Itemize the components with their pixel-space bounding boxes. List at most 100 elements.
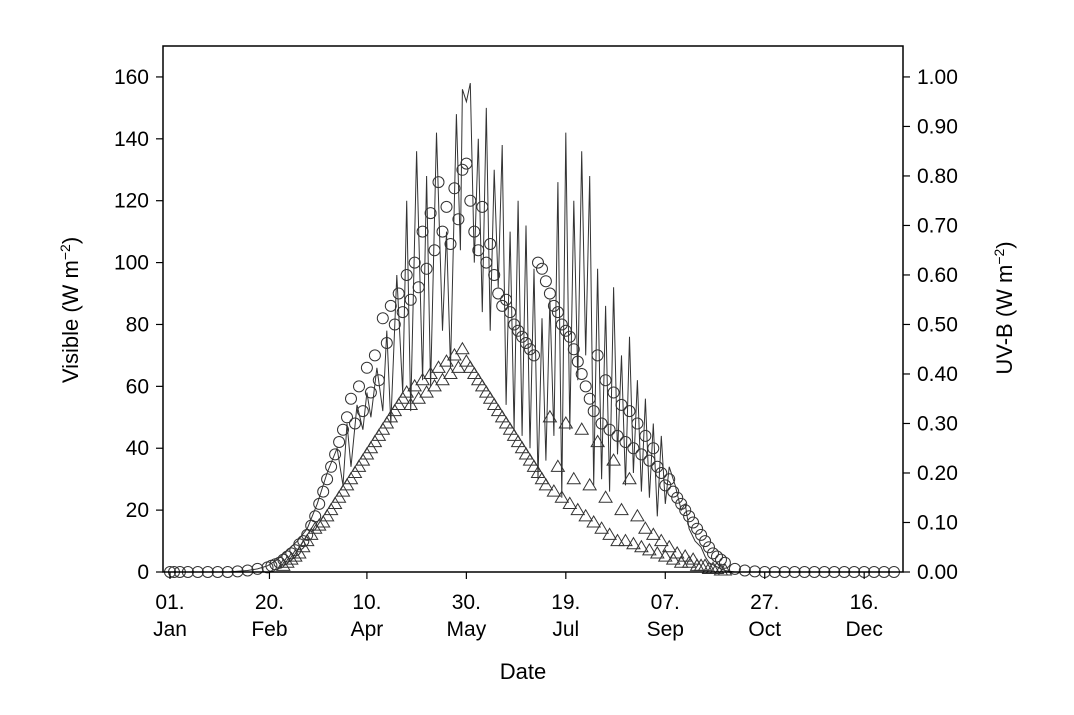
data-point-triangle: [443, 366, 458, 380]
data-point-circle: [472, 244, 485, 257]
data-point-circle: [456, 163, 469, 176]
data-point-circle: [627, 442, 640, 455]
y-axis-title-text: Visible (W m: [58, 260, 83, 383]
data-point-circle: [484, 238, 497, 250]
data-point-triangle: [455, 341, 470, 355]
x-tick-label-day: 30.: [452, 591, 481, 614]
data-point-circle: [587, 405, 600, 418]
y-tick-label: 140: [114, 128, 149, 151]
left-axis-ticks: 0 20 40 60 80 100 120 140 160: [114, 66, 163, 584]
data-point-circle: [500, 293, 513, 306]
data-point-triangle: [574, 422, 590, 435]
data-point-circle: [412, 281, 425, 294]
data-point-circle: [396, 306, 409, 319]
data-point-circle: [368, 349, 381, 362]
data-point-triangle: [423, 366, 438, 380]
data-point-circle: [424, 207, 437, 220]
data-point-circle: [691, 522, 704, 535]
data-point-circle: [659, 479, 672, 492]
data-point-triangle: [276, 558, 291, 571]
data-point-circle: [329, 448, 342, 461]
data-point-circle: [372, 374, 385, 387]
data-point-circle: [599, 374, 612, 387]
data-point-triangle: [311, 518, 327, 531]
y-tick-label: 20: [126, 499, 149, 522]
y2-tick-label: 0.40: [917, 363, 958, 386]
data-point-triangle: [494, 409, 510, 423]
x-tick-label-day: 19.: [551, 591, 580, 614]
data-point-triangle: [399, 385, 415, 398]
data-point-circle: [337, 423, 349, 436]
data-point-circle: [476, 200, 489, 213]
y2-tick-label: 0.00: [917, 561, 958, 584]
data-point-circle: [516, 330, 529, 343]
data-point-triangle: [622, 471, 637, 485]
data-point-triangle: [709, 561, 725, 574]
y2-axis-title-sup: −2: [991, 248, 1007, 264]
data-point-triangle: [363, 440, 379, 454]
data-point-circle: [364, 386, 377, 399]
data-point-triangle: [431, 360, 446, 373]
data-point-circle: [416, 225, 429, 238]
data-point-triangle: [669, 545, 685, 559]
data-point-circle: [623, 405, 636, 418]
data-point-triangle: [451, 360, 466, 373]
data-point-circle: [683, 510, 696, 523]
data-point-circle: [408, 256, 421, 269]
x-tick-label-month: Oct: [748, 618, 781, 641]
data-point-triangle: [299, 533, 315, 547]
y2-tick-label: 0.90: [917, 115, 958, 138]
data-point-circle: [631, 417, 644, 430]
data-point-circle: [251, 562, 264, 575]
data-point-triangle: [351, 459, 367, 472]
data-point-triangle: [343, 471, 359, 485]
y2-tick-label: 0.10: [917, 511, 958, 534]
data-point-circle: [420, 262, 433, 275]
data-point-circle: [738, 564, 751, 577]
data-point-circle: [436, 225, 449, 238]
x-tick-label-month: Apr: [351, 618, 384, 641]
y2-tick-label: 0.70: [917, 214, 958, 237]
data-point-triangle: [315, 515, 331, 528]
data-point-triangle: [590, 434, 606, 448]
data-point-triangle: [626, 536, 641, 550]
data-point-circle: [388, 318, 401, 331]
data-point-triangle: [697, 558, 713, 571]
y-tick-label: 0: [137, 561, 149, 584]
x-tick-label-month: Jan: [153, 618, 187, 641]
data-point-triangle: [331, 490, 347, 503]
y2-tick-label: 0.20: [917, 462, 958, 485]
data-point-triangle: [371, 428, 387, 441]
x-tick-label-day: 20.: [255, 591, 284, 614]
y2-tick-label: 0.60: [917, 264, 958, 287]
data-point-triangle: [534, 471, 550, 485]
x-tick-label-month: May: [447, 618, 487, 641]
data-point-circle: [333, 436, 346, 448]
data-point-triangle: [279, 555, 295, 568]
data-point-triangle: [395, 391, 411, 404]
data-point-triangle: [562, 496, 578, 509]
data-point-circle: [543, 287, 556, 300]
data-point-circle: [460, 157, 473, 170]
data-point-triangle: [482, 391, 498, 404]
data-point-triangle: [638, 521, 653, 534]
data-point-triangle: [530, 465, 546, 479]
data-point-triangle: [415, 372, 430, 386]
data-point-triangle: [327, 496, 343, 509]
data-point-circle: [718, 556, 731, 569]
data-point-circle: [520, 337, 532, 349]
data-point-circle: [559, 324, 572, 337]
data-point-triangle: [634, 539, 649, 553]
data-point-circle: [440, 200, 453, 213]
x-tick-label-month: Feb: [251, 618, 287, 641]
data-point-circle: [579, 380, 592, 393]
data-point-triangle: [586, 515, 602, 528]
data-point-triangle: [653, 533, 669, 547]
y-axis-title-sup: −2: [57, 244, 73, 260]
data-point-triangle: [303, 527, 319, 540]
data-point-circle: [679, 504, 692, 517]
data-point-circle: [536, 262, 548, 275]
data-point-triangle: [594, 521, 609, 534]
